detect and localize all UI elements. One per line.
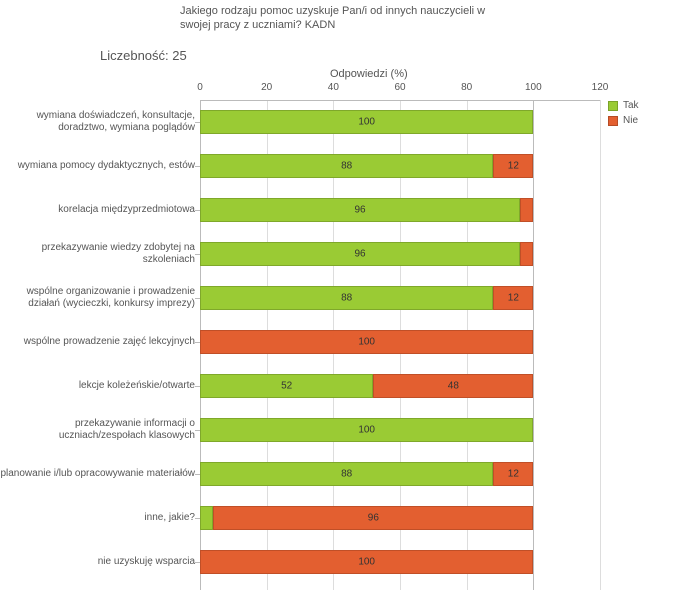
chart-row: planowanie i/lub opracowywanie materiałó… (200, 462, 600, 486)
row-label: inne, jakie? (0, 512, 195, 524)
axis-line-top (200, 100, 600, 101)
row-label: przekazywanie informacji o uczniach/zesp… (0, 418, 195, 442)
x-tick-label: 60 (394, 82, 405, 93)
bar-value-tak: 96 (354, 205, 365, 216)
chart-row: nie uzyskuję wsparcia100 (200, 550, 600, 574)
row-label: przekazywanie wiedzy zdobytej na szkolen… (0, 242, 195, 266)
bar-value-tak: 100 (358, 117, 375, 128)
bar-value-nie: 100 (358, 557, 375, 568)
chart-row: inne, jakie?96 (200, 506, 600, 530)
bar-value-nie: 100 (358, 337, 375, 348)
chart-row: wymiana pomocy dydaktycznych, estów8812 (200, 154, 600, 178)
legend-item-nie: Nie (608, 115, 639, 126)
legend-item-tak: Tak (608, 100, 639, 111)
bar-nie (520, 242, 533, 266)
row-label: wspólne organizowanie i prowadzenie dzia… (0, 286, 195, 310)
chart-row: korelacja międzyprzedmiotowa96 (200, 198, 600, 222)
chart-row: przekazywanie informacji o uczniach/zesp… (200, 418, 600, 442)
chart-row: przekazywanie wiedzy zdobytej na szkolen… (200, 242, 600, 266)
axis-title: Odpowiedzi (%) (330, 68, 408, 80)
row-label: korelacja międzyprzedmiotowa (0, 204, 195, 216)
chart-row: wspólne prowadzenie zajęć lekcyjnych100 (200, 330, 600, 354)
bar-tak: 100 (200, 418, 533, 442)
x-tick-label: 40 (328, 82, 339, 93)
row-label: wymiana doświadczeń, konsultacje, doradz… (0, 110, 195, 134)
bar-tak: 96 (200, 198, 520, 222)
x-tick-label: 80 (461, 82, 472, 93)
legend-swatch-tak (608, 101, 618, 111)
legend-label-tak: Tak (623, 100, 639, 111)
bar-nie: 12 (493, 462, 533, 486)
row-label: planowanie i/lub opracowywanie materiałó… (0, 468, 195, 480)
chart-row: wspólne organizowanie i prowadzenie dzia… (200, 286, 600, 310)
bar-value-tak: 88 (341, 293, 352, 304)
bar-tak (200, 506, 213, 530)
bar-value-nie: 12 (508, 161, 519, 172)
x-tick-label: 0 (197, 82, 203, 93)
row-label: wspólne prowadzenie zajęć lekcyjnych (0, 336, 195, 348)
bar-tak: 52 (200, 374, 373, 398)
bar-value-tak: 52 (281, 381, 292, 392)
bar-tak: 100 (200, 110, 533, 134)
chart-row: lekcje koleżeńskie/otwarte5248 (200, 374, 600, 398)
grid-line (600, 100, 601, 590)
row-label: lekcje koleżeńskie/otwarte (0, 380, 195, 392)
bar-value-tak: 96 (354, 249, 365, 260)
bar-value-tak: 88 (341, 469, 352, 480)
bar-tak: 96 (200, 242, 520, 266)
bar-tak: 88 (200, 462, 493, 486)
row-label: wymiana pomocy dydaktycznych, estów (0, 160, 195, 172)
bar-value-nie: 48 (448, 381, 459, 392)
bar-nie: 100 (200, 550, 533, 574)
legend-swatch-nie (608, 116, 618, 126)
row-label: nie uzyskuję wsparcia (0, 556, 195, 568)
bar-nie: 100 (200, 330, 533, 354)
bar-nie: 48 (373, 374, 533, 398)
bar-nie (520, 198, 533, 222)
bar-value-nie: 12 (508, 469, 519, 480)
legend-label-nie: Nie (623, 115, 638, 126)
chart-row: wymiana doświadczeń, konsultacje, doradz… (200, 110, 600, 134)
chart-legend: Tak Nie (608, 100, 639, 130)
bar-nie: 96 (213, 506, 533, 530)
bar-tak: 88 (200, 154, 493, 178)
bar-nie: 12 (493, 286, 533, 310)
bar-value-nie: 96 (368, 513, 379, 524)
bar-value-tak: 88 (341, 161, 352, 172)
x-tick-label: 120 (592, 82, 609, 93)
chart-title: Jakiego rodzaju pomoc uzyskuje Pan/i od … (180, 4, 500, 33)
chart-subtitle: Liczebność: 25 (100, 48, 187, 63)
bar-value-nie: 12 (508, 293, 519, 304)
x-tick-label: 20 (261, 82, 272, 93)
bar-tak: 88 (200, 286, 493, 310)
chart-plot: 020406080100120wymiana doświadczeń, kons… (200, 100, 600, 590)
bar-value-tak: 100 (358, 425, 375, 436)
bar-nie: 12 (493, 154, 533, 178)
x-tick-label: 100 (525, 82, 542, 93)
